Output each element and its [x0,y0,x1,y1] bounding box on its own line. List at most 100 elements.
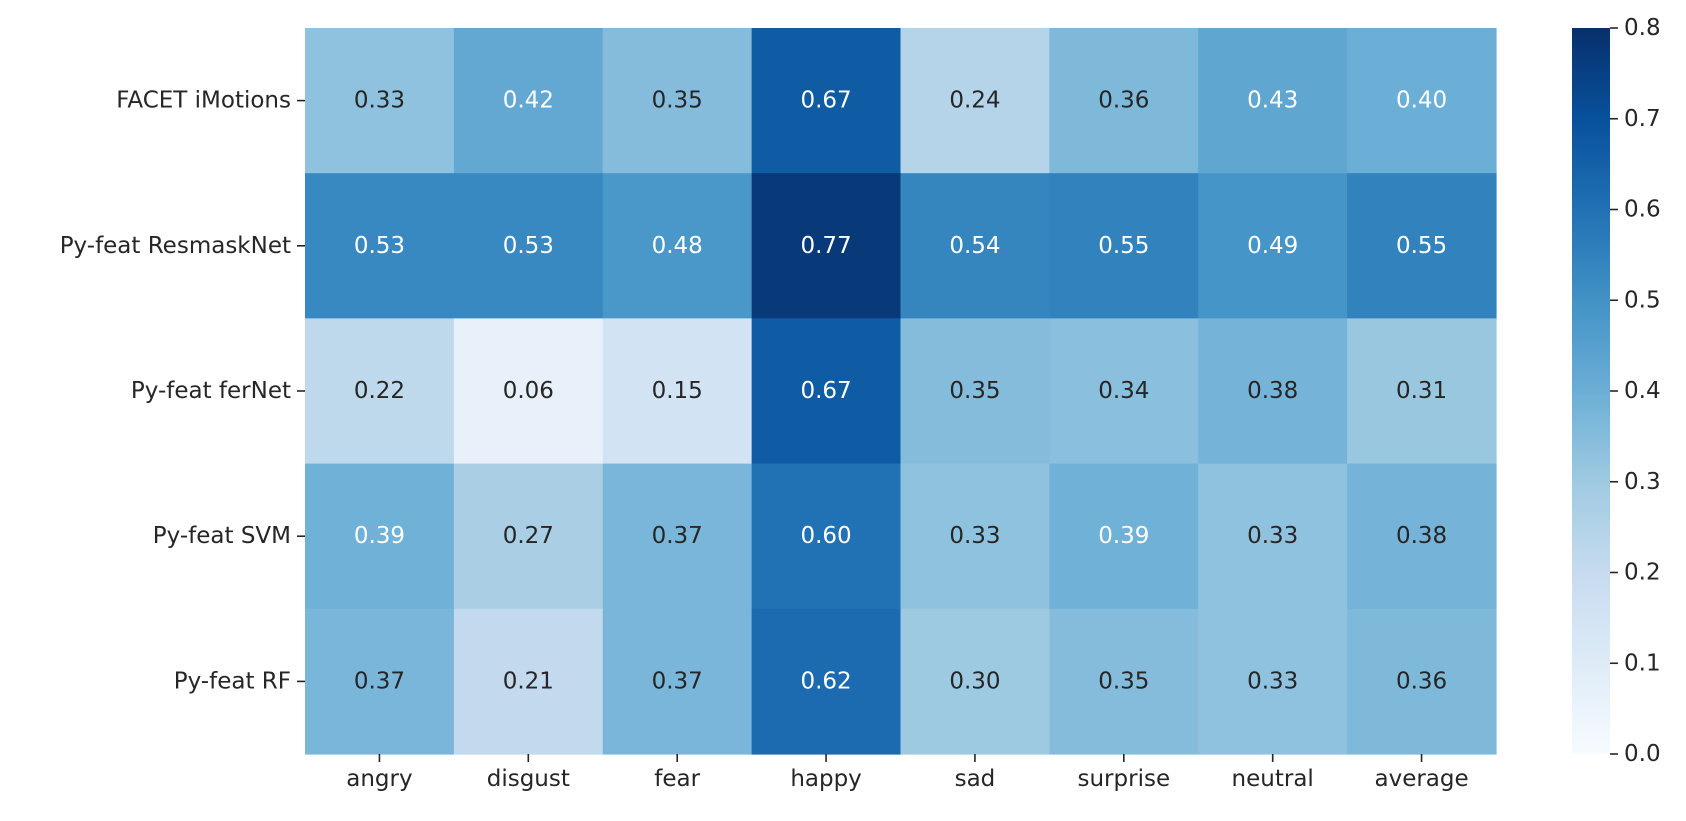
cell-annotation: 0.55 [1098,233,1149,259]
heatmap-cell-py-feat-fernet-average [1347,318,1497,465]
x-tick-label: average [1374,766,1468,792]
colorbar-tick-label: 0.7 [1624,106,1661,132]
heatmap-cell-py-feat-rf-disgust [453,608,604,755]
colorbar-tick-label: 0.2 [1624,560,1661,586]
heatmap-cell-py-feat-svm-sad [900,463,1050,610]
colorbar-tick-label: 0.3 [1624,469,1661,495]
cell-annotation: 0.38 [1396,523,1447,549]
heatmap-cell-py-feat-fernet-surprise [1049,318,1199,465]
cell-annotation: 0.35 [652,88,703,114]
y-tick-label: Py-feat ferNet [131,378,291,404]
cell-annotation: 0.36 [1098,88,1149,114]
cell-annotation: 0.37 [652,668,703,694]
cell-annotation: 0.60 [800,523,851,549]
cell-annotation: 0.43 [1247,88,1298,114]
x-tick-label: neutral [1232,766,1314,792]
x-tick-label: surprise [1078,766,1171,792]
cell-annotation: 0.39 [354,523,405,549]
heatmap-cell-py-feat-resmasknet-average [1347,173,1497,319]
heatmap-cell-py-feat-rf-surprise [1049,608,1199,755]
colorbar-tick-label: 0.5 [1624,287,1661,313]
cell-annotation: 0.36 [1396,668,1447,694]
y-tick-label: FACET iMotions [116,88,291,114]
heatmap-cell-facet-imotions-fear [602,28,753,174]
heatmap-cell-py-feat-rf-average [1347,608,1497,755]
heatmap-cell-facet-imotions-happy [751,28,902,174]
cell-annotation: 0.33 [1247,523,1298,549]
cell-annotation: 0.37 [652,523,703,549]
heatmap-cell-py-feat-svm-average [1347,463,1497,610]
heatmap-cell-py-feat-resmasknet-happy [751,173,902,319]
cell-annotation: 0.39 [1098,523,1149,549]
cell-annotation: 0.27 [503,523,554,549]
cell-annotation: 0.15 [652,378,703,404]
heatmap-cell-facet-imotions-sad [900,28,1050,174]
cell-annotation: 0.54 [949,233,1000,259]
cell-annotation: 0.62 [800,668,851,694]
x-axis: angry disgust fear happy sad surprise neutral a… [346,754,1469,792]
heatmap-cell-py-feat-rf-happy [751,608,902,755]
x-tick-label: happy [790,766,861,792]
heatmap-cell-py-feat-rf-angry [305,608,455,755]
y-tick-label: Py-feat ResmaskNet [60,233,291,259]
x-tick-label: sad [955,766,996,792]
heatmap-cell-facet-imotions-average [1347,28,1497,174]
heatmap-cell-py-feat-resmasknet-angry [305,173,455,319]
cell-annotation: 0.35 [1098,668,1149,694]
heatmap-cells [305,28,1497,755]
heatmap-cell-py-feat-resmasknet-surprise [1049,173,1199,319]
cell-annotation: 0.37 [354,668,405,694]
cell-annotation: 0.67 [800,88,851,114]
colorbar: 0.0 0.1 0.2 0.3 0.4 0.5 0.6 0.7 0.8 [1572,15,1661,767]
heatmap-cell-py-feat-svm-happy [751,463,902,610]
heatmap-cell-py-feat-resmasknet-sad [900,173,1050,319]
cell-annotation: 0.53 [503,233,554,259]
cell-annotation: 0.38 [1247,378,1298,404]
heatmap-cell-py-feat-resmasknet-fear [602,173,753,319]
heatmap-cell-py-feat-fernet-fear [602,318,753,465]
cell-annotation: 0.33 [354,88,405,114]
cell-annotation: 0.42 [503,88,554,114]
cell-annotation: 0.67 [800,378,851,404]
heatmap-cell-py-feat-rf-neutral [1198,608,1348,755]
cell-annotation: 0.31 [1396,378,1447,404]
heatmap-cell-py-feat-resmasknet-neutral [1198,173,1348,319]
cell-annotation: 0.35 [949,378,1000,404]
heatmap-cell-py-feat-fernet-happy [751,318,902,465]
heatmap-cell-py-feat-svm-fear [602,463,753,610]
cell-annotation: 0.55 [1396,233,1447,259]
heatmap-cell-py-feat-fernet-angry [305,318,455,465]
colorbar-gradient [1572,28,1610,754]
cell-annotation: 0.53 [354,233,405,259]
heatmap-cell-py-feat-svm-neutral [1198,463,1348,610]
colorbar-tick-label: 0.6 [1624,197,1661,223]
colorbar-tick-label: 0.4 [1624,378,1661,404]
heatmap-cell-facet-imotions-disgust [453,28,604,174]
heatmap-cell-facet-imotions-angry [305,28,455,174]
cell-annotation: 0.34 [1098,378,1149,404]
cell-annotation: 0.49 [1247,233,1298,259]
heatmap-cell-py-feat-svm-surprise [1049,463,1199,610]
y-tick-label: Py-feat RF [174,668,291,694]
cell-annotations: 0.33 0.42 0.35 0.67 0.24 0.36 0.43 0.40 0.53 0.53… [354,88,1447,695]
cell-annotation: 0.33 [949,523,1000,549]
cell-annotation: 0.33 [1247,668,1298,694]
heatmap-cell-py-feat-rf-fear [602,608,753,755]
cell-annotation: 0.77 [800,233,851,259]
cell-annotation: 0.40 [1396,88,1447,114]
cell-annotation: 0.48 [652,233,703,259]
y-tick-label: Py-feat SVM [153,523,291,549]
cell-annotation: 0.24 [949,88,1000,114]
heatmap-cell-py-feat-resmasknet-disgust [453,173,604,319]
heatmap-cell-facet-imotions-neutral [1198,28,1348,174]
x-tick-label: fear [654,766,700,792]
heatmap-cell-py-feat-fernet-disgust [453,318,604,465]
heatmap-cell-py-feat-svm-disgust [453,463,604,610]
cell-annotation: 0.06 [503,378,554,404]
colorbar-tick-label: 0.1 [1624,650,1661,676]
heatmap-cell-py-feat-fernet-sad [900,318,1050,465]
x-tick-label: angry [346,766,412,792]
heatmap-cell-py-feat-svm-angry [305,463,455,610]
